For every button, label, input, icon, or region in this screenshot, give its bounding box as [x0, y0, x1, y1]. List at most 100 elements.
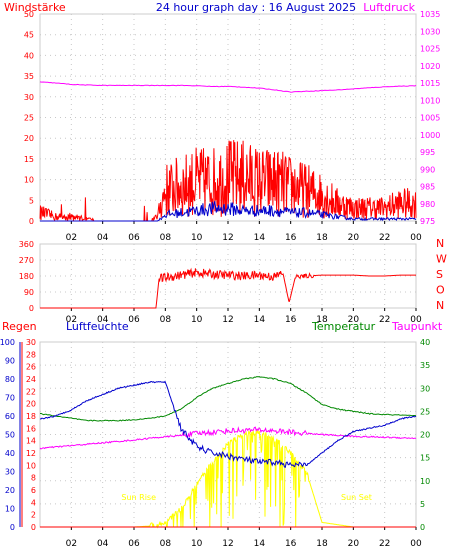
rain-axis-tick-label: 90: [5, 357, 15, 366]
sun-set-label: Sun Set: [341, 493, 372, 502]
wind-pressure-x-tick-label: 08: [160, 233, 172, 243]
wind-pressure-panel: 02 04 06 08 10 12 14 16 18 20 22 000510152025303540…: [24, 10, 441, 243]
wind-pressure-x-tick-label: 04: [97, 233, 109, 243]
humidity-axis-tick-label: 26: [26, 363, 36, 372]
humidity-axis-tick-label: 8: [31, 474, 36, 483]
compass-label: W: [436, 253, 447, 266]
wind-direction-x-tick-label: 08: [160, 315, 172, 325]
temperature-axis-tick-label: 25: [420, 407, 430, 416]
temperature-axis-tick-label: 35: [420, 361, 430, 370]
direction-axis-tick-label: 0: [29, 304, 34, 313]
compass-label: N: [436, 237, 444, 250]
temperature-axis-tick-label: 40: [420, 338, 430, 347]
wind-axis-tick-label: 20: [24, 134, 34, 143]
temperature-humidity-x-tick-label: 06: [128, 539, 140, 549]
compass-label: O: [436, 284, 445, 297]
pressure-axis-tick-label: 975: [420, 217, 435, 226]
pressure-axis-tick-label: 1025: [420, 45, 440, 54]
humidity-axis-tick-label: 0: [31, 523, 36, 532]
humidity-title: Luftfeuchte: [66, 320, 129, 333]
wind-direction-line: [40, 267, 416, 309]
humidity-axis-tick-label: 30: [26, 338, 36, 347]
rain-axis-tick-label: 70: [5, 394, 15, 403]
temperature-axis-tick-label: 20: [420, 431, 430, 440]
pressure-axis-title: Luftdruck: [363, 1, 415, 14]
wind-direction-x-tick-label: 00: [410, 315, 422, 325]
pressure-axis-tick-label: 1000: [420, 131, 440, 140]
wind-pressure-x-tick-label: 18: [316, 233, 328, 243]
pressure-axis-tick-label: 1035: [420, 10, 440, 19]
temperature-humidity-x-tick-label: 08: [160, 539, 172, 549]
temperature-humidity-x-tick-label: 04: [97, 539, 109, 549]
rain-axis-tick-label: 100: [0, 338, 15, 347]
sun-rise-label: Sun Rise: [121, 493, 156, 502]
temperature-axis-tick-label: 10: [420, 477, 430, 486]
rain-axis-tick-label: 60: [5, 412, 15, 421]
wind-direction-x-tick-label: 04: [97, 315, 109, 325]
wind-axis-tick-label: 5: [29, 196, 34, 205]
wind-pressure-x-tick-label: 16: [285, 233, 297, 243]
wind-pressure-x-tick-label: 00: [410, 233, 422, 243]
pressure-axis-tick-label: 985: [420, 183, 435, 192]
wind-axis-tick-label: 40: [24, 51, 34, 60]
direction-axis-tick-label: 90: [24, 288, 34, 297]
humidity-axis-tick-label: 22: [26, 387, 36, 396]
dewpoint-line: [39, 426, 417, 450]
pressure-axis-tick-label: 1020: [420, 62, 440, 71]
humidity-axis-tick-label: 20: [26, 400, 36, 409]
wind-axis-title: Windstärke: [4, 1, 66, 14]
wind-axis-tick-label: 15: [24, 155, 34, 164]
rain-axis-tick-label: 10: [5, 505, 15, 514]
wind-pressure-x-tick-label: 20: [348, 233, 360, 243]
wind-direction-x-tick-label: 10: [191, 315, 203, 325]
temperature-line: [40, 376, 417, 422]
pressure-axis-tick-label: 1015: [420, 79, 440, 88]
wind-direction-x-tick-label: 12: [222, 315, 233, 325]
wind-pressure-x-tick-label: 10: [191, 233, 203, 243]
wind-pressure-x-tick-label: 02: [66, 233, 77, 243]
temperature-humidity-x-tick-label: 00: [410, 539, 422, 549]
chart-title: 24 hour graph day : 16 August 2025: [156, 1, 356, 14]
rain-title: Regen: [2, 320, 37, 333]
wind-pressure-x-tick-label: 14: [254, 233, 266, 243]
humidity-axis-tick-label: 16: [26, 424, 36, 433]
humidity-axis-tick-label: 24: [26, 375, 36, 384]
temperature-title: Temperatur: [311, 320, 376, 333]
humidity-axis-tick-label: 4: [31, 498, 36, 507]
humidity-axis-tick-label: 12: [26, 449, 36, 458]
wind-axis-tick-label: 45: [24, 31, 34, 40]
temperature-axis-tick-label: 0: [420, 523, 425, 532]
direction-axis-tick-label: 360: [19, 240, 34, 249]
wind-direction-x-tick-label: 16: [285, 315, 297, 325]
compass-label: S: [436, 268, 443, 281]
temperature-humidity-panel: 02 04 06 08 10 12 14 16 18 20 22 000102030405060708…: [0, 338, 430, 549]
dewpoint-title: Taupunkt: [391, 320, 443, 333]
humidity-axis-tick-label: 10: [26, 461, 36, 470]
pressure-axis-tick-label: 990: [420, 165, 435, 174]
compass-label: N: [436, 299, 444, 312]
wind-pressure-x-tick-label: 06: [128, 233, 140, 243]
wind-pressure-x-tick-label: 12: [222, 233, 233, 243]
pressure-axis-tick-label: 980: [420, 200, 435, 209]
pressure-axis-tick-label: 1005: [420, 114, 440, 123]
wind-pressure-x-tick-label: 22: [379, 233, 390, 243]
temperature-humidity-x-tick-label: 14: [254, 539, 266, 549]
pressure-axis-tick-label: 1010: [420, 96, 440, 105]
wind-direction-x-tick-label: 02: [66, 315, 77, 325]
wind-direction-x-tick-label: 20: [348, 315, 360, 325]
humidity-axis-tick-label: 2: [31, 511, 36, 520]
rain-axis-tick-label: 50: [5, 431, 15, 440]
pressure-axis-tick-label: 995: [420, 148, 435, 157]
wind-axis-tick-label: 30: [24, 93, 34, 102]
temperature-humidity-x-tick-label: 02: [66, 539, 77, 549]
wind-direction-x-tick-label: 22: [379, 315, 390, 325]
humidity-axis-tick-label: 6: [31, 486, 36, 495]
wind-axis-tick-label: 25: [24, 114, 34, 123]
direction-axis-tick-label: 270: [19, 256, 34, 265]
temperature-humidity-x-tick-label: 18: [316, 539, 328, 549]
humidity-line: [39, 380, 417, 469]
temperature-humidity-x-tick-label: 10: [191, 539, 203, 549]
